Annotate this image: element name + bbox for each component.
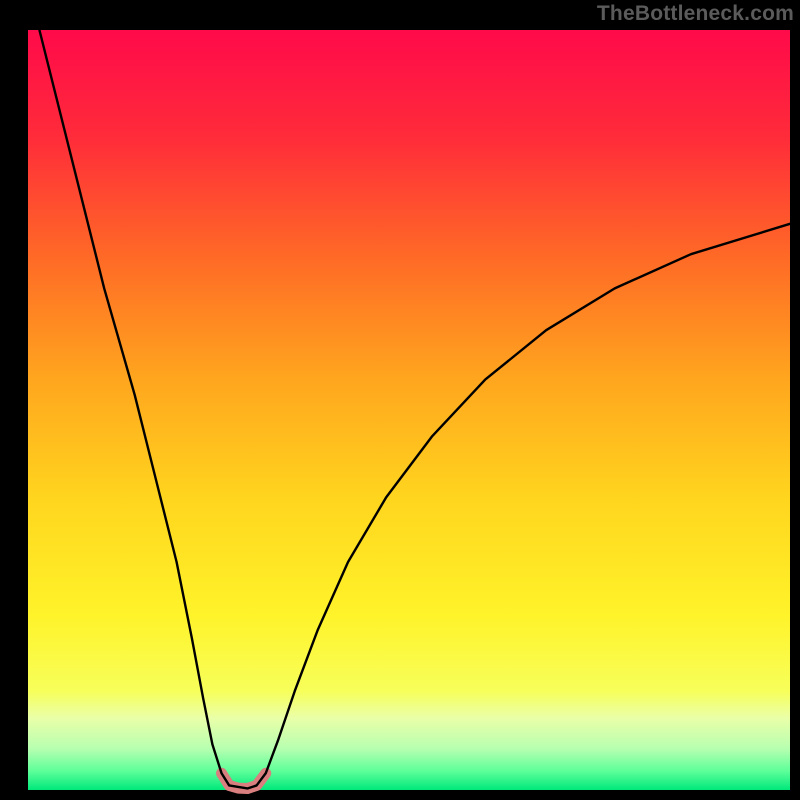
watermark-text: TheBottleneck.com — [597, 2, 794, 26]
plot-background — [28, 30, 790, 790]
figure-root: TheBottleneck.com — [0, 0, 800, 800]
bottleneck-chart — [0, 0, 800, 800]
